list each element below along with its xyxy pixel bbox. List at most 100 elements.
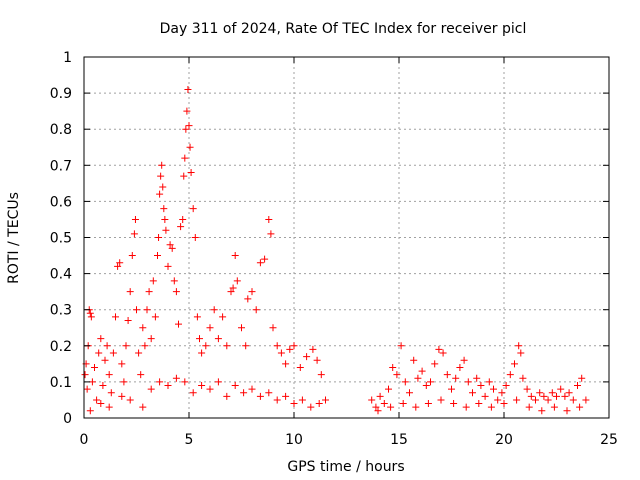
data-point: [380, 400, 388, 408]
data-point: [477, 382, 485, 390]
data-point: [443, 371, 451, 379]
data-point: [290, 342, 298, 350]
x-axis-title: GPS time / hours: [287, 459, 404, 475]
x-tick-label: 0: [80, 432, 89, 448]
y-tick-label: 0.6: [50, 194, 72, 210]
y-tick-label: 0: [63, 411, 72, 427]
data-point: [91, 363, 98, 371]
data-point: [162, 226, 170, 234]
data-point: [256, 392, 264, 400]
chart-title: Day 311 of 2024, Rate Of TEC Index for r…: [160, 21, 527, 37]
data-point: [158, 161, 166, 169]
data-point: [156, 190, 164, 198]
data-point: [538, 407, 546, 415]
data-point: [187, 169, 195, 177]
x-tick-label: 5: [185, 432, 194, 448]
data-point: [180, 172, 188, 180]
data-point: [282, 392, 290, 400]
data-point: [156, 378, 164, 386]
data-point: [168, 244, 176, 252]
data-point: [101, 356, 109, 364]
data-point: [298, 396, 306, 404]
data-point: [131, 215, 139, 223]
y-tick-label: 0.5: [50, 231, 72, 247]
data-point: [87, 313, 95, 321]
data-point: [576, 403, 584, 411]
y-tick-label: 0.3: [50, 303, 72, 319]
data-point: [401, 378, 409, 386]
data-point: [557, 385, 565, 393]
data-point: [448, 385, 455, 393]
data-point: [544, 396, 552, 404]
data-point: [227, 288, 235, 296]
data-point: [424, 400, 432, 408]
data-point: [303, 353, 311, 361]
data-point: [511, 360, 518, 368]
data-point: [490, 385, 497, 393]
data-point: [265, 389, 273, 397]
data-point: [164, 262, 172, 270]
data-point: [261, 255, 269, 263]
data-point: [374, 407, 382, 415]
data-point: [105, 403, 113, 411]
data-point: [99, 382, 107, 390]
data-point: [322, 396, 329, 404]
data-point: [515, 342, 523, 350]
data-point: [565, 389, 573, 397]
data-point: [435, 345, 443, 353]
data-point: [525, 403, 533, 411]
data-point: [179, 215, 187, 223]
data-point: [233, 277, 241, 285]
data-point: [406, 389, 413, 397]
y-axis-title: ROTI / TECUs: [6, 192, 22, 284]
data-point: [93, 396, 101, 404]
data-point: [317, 371, 325, 379]
data-point: [506, 371, 514, 379]
data-point: [500, 400, 508, 408]
data-point: [86, 309, 94, 317]
data-point: [122, 342, 130, 350]
data-point: [161, 215, 169, 223]
data-point: [189, 205, 197, 213]
data-point: [145, 288, 153, 296]
data-point: [107, 389, 115, 397]
data-point: [181, 378, 189, 386]
data-point: [277, 349, 285, 357]
data-point: [185, 122, 193, 130]
data-point: [267, 230, 275, 238]
data-point: [389, 363, 397, 371]
data-point: [532, 396, 539, 404]
data-point: [248, 288, 256, 296]
data-point: [513, 396, 521, 404]
data-point: [231, 252, 239, 260]
data-point: [133, 306, 140, 314]
data-point: [118, 392, 126, 400]
data-point: [256, 259, 264, 267]
data-point: [582, 396, 590, 404]
data-point: [95, 349, 103, 357]
data-point: [202, 342, 210, 350]
data-point: [177, 223, 185, 231]
data-point: [414, 374, 422, 382]
data-point: [155, 234, 163, 241]
data-point: [206, 324, 214, 332]
data-point: [399, 400, 407, 408]
data-point: [141, 342, 149, 350]
data-point: [86, 407, 94, 415]
data-point: [196, 335, 203, 343]
y-tick-label: 0.8: [50, 122, 72, 138]
data-point: [527, 392, 535, 400]
data-point: [118, 360, 126, 368]
data-point: [290, 400, 298, 408]
data-point: [166, 241, 174, 249]
data-point: [206, 385, 214, 393]
data-point: [464, 378, 472, 386]
data-point: [269, 324, 277, 332]
data-point: [214, 335, 222, 343]
data-point: [97, 400, 105, 408]
data-point: [517, 349, 525, 357]
data-point: [487, 403, 495, 411]
data-point: [210, 306, 218, 314]
x-tick-label: 10: [285, 432, 303, 448]
